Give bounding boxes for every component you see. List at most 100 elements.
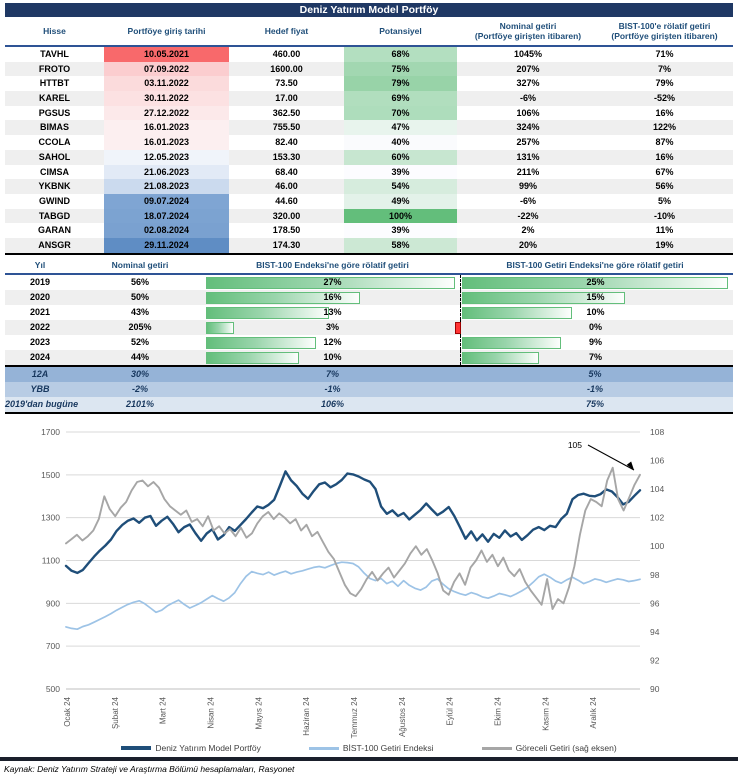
potential-cell: 75% — [344, 61, 457, 77]
target-price-cell: 73.50 — [275, 78, 298, 89]
col-header-nominal: Nominal getiri — [111, 260, 169, 271]
table-row: FROTO 07.09.2022 1600.00 75% 207% 7% — [5, 61, 733, 77]
bar-value-label: 3% — [325, 322, 339, 332]
table-row: 2022 205% 3% 0% — [5, 320, 733, 335]
nominal-return-cell: 131% — [516, 151, 540, 162]
ticker-cell: YKBNK — [38, 181, 71, 192]
left-axis-tick: 1500 — [41, 470, 60, 480]
series-line-2 — [65, 466, 641, 610]
yearly-returns-table: Yıl Nominal getiri BIST-100 Endeksi'ne g… — [5, 258, 733, 414]
table-row: BIMAS 16.01.2023 755.50 47% 324% 122% — [5, 120, 733, 136]
potential-cell: 58% — [344, 237, 457, 253]
right-axis-tick: 102 — [650, 513, 664, 523]
table-row: 2021 43% 13% 10% — [5, 305, 733, 320]
target-price-cell: 320.00 — [272, 210, 301, 221]
relative-bar-cell: 27% — [205, 275, 460, 290]
table-row: GWIND 09.07.2024 44.60 49% -6% 5% — [5, 193, 733, 209]
relative-return-cell: 19% — [655, 239, 674, 250]
entry-date-cell: 30.11.2022 — [104, 91, 229, 106]
model-portfoy-line-swatch — [121, 746, 152, 750]
bar-value-label: 9% — [588, 337, 602, 347]
bar-value-label: 25% — [586, 277, 605, 287]
data-bar — [462, 292, 626, 304]
relative-return-cell: 7% — [657, 63, 671, 74]
portfolio-table-body: TAVHL 10.05.2021 460.00 68% 1045% 71% FROTO 07.… — [5, 47, 733, 253]
year-cell: 2024 — [29, 352, 51, 362]
summary-row: 2019'dan bugüne 2101% 106% 75% — [5, 397, 733, 412]
relative-return-cell: -10% — [653, 210, 675, 221]
entry-date-cell: 18.07.2024 — [104, 208, 229, 224]
nominal-return-cell: 106% — [516, 107, 540, 118]
year-cell: 2021 — [29, 307, 51, 317]
summary-rel1-cell: 106% — [320, 399, 345, 409]
legend-item-goreceli: Göreceli Getiri (sağ eksen) — [481, 743, 617, 753]
relative-return-cell: 79% — [655, 78, 674, 89]
target-price-cell: 1600.00 — [270, 63, 303, 74]
relative-return-cell: 67% — [655, 166, 674, 177]
relative-bar-cell: 10% — [205, 350, 460, 365]
chart-legend: Deniz Yatırım Model Portföy BİST-100 Get… — [0, 743, 738, 753]
entry-date-cell: 27.12.2022 — [104, 105, 229, 121]
x-axis-label: Temmuz 24 — [350, 696, 359, 738]
relative-bar-cell: 7% — [460, 350, 730, 365]
potential-cell: 79% — [344, 76, 457, 92]
yearly-table-body: 2019 56% 27% 25% 2020 50% 16% 15% 2021 43% 13% 10% 2… — [5, 275, 733, 365]
table-row: HTTBT 03.11.2022 73.50 79% 327% 79% — [5, 76, 733, 92]
target-price-cell: 460.00 — [272, 49, 301, 59]
nominal-return-cell: 327% — [516, 78, 540, 89]
nominal-return-cell: 52% — [130, 337, 149, 347]
ticker-cell: FROTO — [38, 63, 71, 74]
series-line-0 — [64, 470, 642, 575]
right-axis-tick: 92 — [650, 655, 660, 665]
table-row: CIMSA 21.06.2023 68.40 39% 211% 67% — [5, 164, 733, 180]
bar-value-label: 16% — [323, 292, 342, 302]
year-cell: 2022 — [29, 322, 51, 332]
entry-date-cell: 09.07.2024 — [104, 193, 229, 209]
relative-bar-cell: 25% — [460, 275, 730, 290]
relative-bar-cell: 10% — [460, 305, 730, 320]
potential-cell: 49% — [344, 193, 457, 209]
bar-value-label: 7% — [588, 352, 602, 362]
x-axis-label: Kasım 24 — [541, 696, 550, 730]
x-axis-label: Mart 24 — [159, 696, 168, 724]
target-price-cell: 153.30 — [272, 151, 301, 162]
left-axis-tick: 700 — [46, 641, 60, 651]
ticker-cell: HTTBT — [39, 78, 70, 89]
table-row: 2020 50% 16% 15% — [5, 290, 733, 305]
ticker-cell: KAREL — [39, 93, 70, 104]
right-axis-tick: 100 — [650, 541, 664, 551]
relative-return-cell: -52% — [653, 93, 675, 104]
relative-bar-cell: 13% — [205, 305, 460, 320]
summary-nominal-cell: -2% — [131, 384, 148, 394]
potential-cell: 100% — [344, 208, 457, 224]
table-row: YKBNK 21.08.2023 46.00 54% 99% 56% — [5, 179, 733, 194]
right-axis-tick: 106 — [650, 456, 664, 466]
target-price-cell: 362.50 — [272, 107, 301, 118]
relative-return-cell: 16% — [655, 107, 674, 118]
x-axis-label: Ağustos 24 — [398, 696, 407, 737]
table-row: KAREL 30.11.2022 17.00 69% -6% -52% — [5, 91, 733, 106]
data-bar — [462, 277, 728, 289]
bar-value-label: 15% — [586, 292, 605, 302]
relative-return-cell: 5% — [657, 195, 671, 206]
nominal-return-cell: 257% — [516, 137, 540, 148]
left-axis-tick: 1300 — [41, 513, 60, 523]
target-price-cell: 82.40 — [275, 137, 298, 148]
table-row: SAHOL 12.05.2023 153.30 60% 131% 16% — [5, 149, 733, 165]
x-axis-label: Mayıs 24 — [254, 696, 263, 729]
entry-date-cell: 29.11.2024 — [104, 237, 229, 253]
table-row: 2023 52% 12% 9% — [5, 335, 733, 350]
entry-date-cell: 07.09.2022 — [104, 61, 229, 77]
nominal-return-cell: 205% — [128, 322, 152, 332]
nominal-return-cell: 20% — [518, 239, 537, 250]
target-price-cell: 68.40 — [275, 166, 298, 177]
target-price-cell: 178.50 — [272, 225, 301, 236]
entry-date-cell: 10.05.2021 — [104, 47, 229, 62]
table-row: GARAN 02.08.2024 178.50 39% 2% 11% — [5, 223, 733, 238]
summary-row: 12A 30% 7% 5% — [5, 367, 733, 382]
col-header-potansiyel: Potansiyel — [379, 25, 422, 36]
nominal-return-cell: 99% — [518, 181, 537, 192]
yearly-table-summary: 12A 30% 7% 5% YBB -2% -1% -1% 2019'dan bugüne 210… — [5, 365, 733, 412]
col-header-bist100-getiri-rolatif: BIST-100 Getiri Endeksi'ne göre rölatif … — [506, 260, 684, 271]
